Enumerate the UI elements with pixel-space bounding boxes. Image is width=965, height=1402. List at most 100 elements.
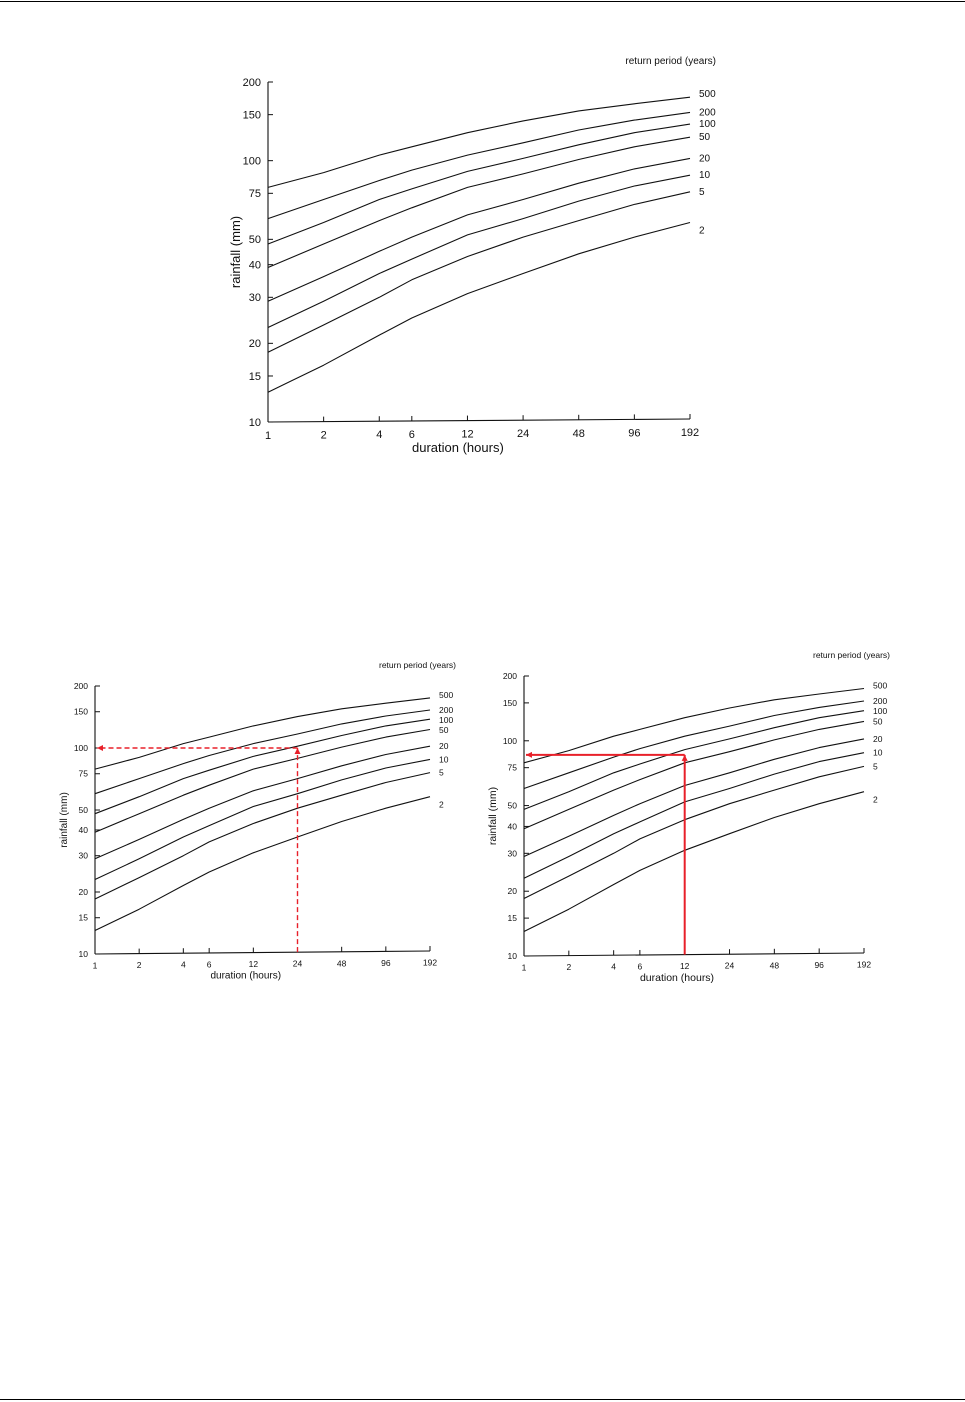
y-tick-label: 10	[508, 951, 518, 961]
y-tick-label: 200	[503, 671, 517, 681]
x-tick-label: 4	[376, 429, 382, 441]
series-line-10	[267, 174, 691, 328]
x-tick-label: 24	[293, 959, 303, 969]
x-tick-label: 48	[573, 428, 585, 440]
x-tick-label: 4	[611, 962, 616, 972]
series-label-20: 20	[873, 734, 883, 744]
y-tick-label: 150	[503, 698, 517, 708]
series-label-2: 2	[439, 800, 444, 810]
y-tick-label: 40	[249, 260, 261, 272]
series-line-2	[523, 791, 865, 932]
y-tick-label: 75	[79, 769, 89, 779]
y-tick-label: 50	[249, 234, 261, 246]
x-axis-line	[267, 418, 691, 423]
series-label-500: 500	[873, 680, 887, 690]
series-line-20	[94, 745, 431, 860]
x-tick-label: 1	[93, 961, 98, 971]
series-line-500	[267, 96, 691, 188]
series-line-2	[267, 221, 691, 393]
series-label-100: 100	[699, 119, 716, 130]
y-tick-label: 30	[508, 848, 518, 858]
series-line-50	[94, 728, 431, 833]
page-top-rule	[0, 1, 965, 2]
series-line-200	[94, 709, 431, 795]
series-label-20: 20	[699, 153, 711, 164]
series-line-200	[267, 111, 691, 220]
y-tick-label: 15	[79, 913, 89, 923]
y-tick-label: 100	[243, 156, 261, 168]
x-tick-label: 12	[680, 961, 690, 971]
series-label-50: 50	[439, 725, 449, 735]
y-tick-label: 40	[508, 821, 518, 831]
y-tick-label: 75	[508, 763, 518, 773]
series-line-50	[523, 720, 865, 830]
series-label-200: 200	[699, 107, 716, 118]
x-tick-label: 12	[461, 429, 473, 441]
series-label-5: 5	[699, 187, 705, 198]
y-tick-label: 100	[503, 736, 517, 746]
y-axis-label: rainfall (mm)	[59, 792, 70, 848]
y-tick-label: 15	[249, 371, 261, 383]
y-tick-label: 10	[79, 949, 89, 959]
y-tick-label: 30	[249, 292, 261, 304]
series-line-100	[523, 710, 865, 810]
series-label-10: 10	[439, 754, 449, 764]
series-line-500	[523, 687, 865, 764]
x-axis-label: duration (hours)	[412, 440, 504, 455]
y-axis-label: rainfall (mm)	[228, 216, 243, 288]
series-label-50: 50	[873, 716, 883, 726]
x-tick-label: 1	[265, 430, 271, 442]
legend-title: return period (years)	[379, 660, 456, 670]
series-label-10: 10	[699, 170, 711, 181]
x-tick-label: 2	[321, 430, 327, 442]
series-line-10	[94, 758, 431, 880]
x-tick-label: 96	[381, 958, 391, 968]
series-label-100: 100	[873, 706, 887, 716]
series-line-20	[523, 738, 865, 858]
x-tick-label: 2	[566, 962, 571, 972]
annotation-arrowhead-up	[681, 754, 688, 761]
x-tick-label: 6	[409, 429, 415, 441]
series-line-200	[523, 700, 865, 790]
legend-title: return period (years)	[625, 56, 716, 67]
x-axis-line	[94, 950, 431, 955]
x-axis-line	[523, 952, 865, 957]
y-tick-label: 75	[249, 188, 261, 200]
x-tick-label: 24	[725, 961, 735, 971]
x-tick-label: 4	[181, 960, 186, 970]
y-tick-label: 40	[79, 825, 89, 835]
series-label-200: 200	[873, 696, 887, 706]
x-tick-label: 96	[814, 960, 824, 970]
series-line-5	[267, 191, 691, 353]
y-tick-label: 10	[249, 417, 261, 429]
y-tick-label: 200	[243, 77, 261, 89]
series-label-500: 500	[439, 690, 453, 700]
x-tick-label: 192	[857, 960, 871, 970]
y-tick-label: 50	[79, 805, 89, 815]
annotation-arrowhead-up	[294, 748, 301, 755]
y-axis-label: rainfall (mm)	[487, 787, 499, 845]
legend-title: return period (years)	[813, 650, 890, 660]
series-label-200: 200	[439, 705, 453, 715]
y-tick-label: 150	[74, 707, 88, 717]
y-tick-label: 200	[74, 681, 88, 691]
series-line-100	[267, 123, 691, 245]
series-line-5	[94, 772, 431, 900]
series-label-100: 100	[439, 715, 453, 725]
y-tick-label: 15	[508, 913, 518, 923]
series-label-10: 10	[873, 748, 883, 758]
series-line-50	[267, 136, 691, 269]
y-tick-label: 20	[79, 887, 89, 897]
x-tick-label: 96	[628, 427, 640, 439]
x-axis-label: duration (hours)	[640, 972, 714, 984]
x-tick-label: 12	[249, 959, 259, 969]
series-line-5	[523, 765, 865, 899]
y-tick-label: 50	[508, 801, 518, 811]
x-tick-label: 1	[522, 963, 527, 973]
page-bottom-rule	[0, 1399, 965, 1400]
series-line-20	[267, 157, 691, 302]
series-line-100	[94, 718, 431, 815]
annotation-arrowhead-left	[526, 751, 532, 758]
